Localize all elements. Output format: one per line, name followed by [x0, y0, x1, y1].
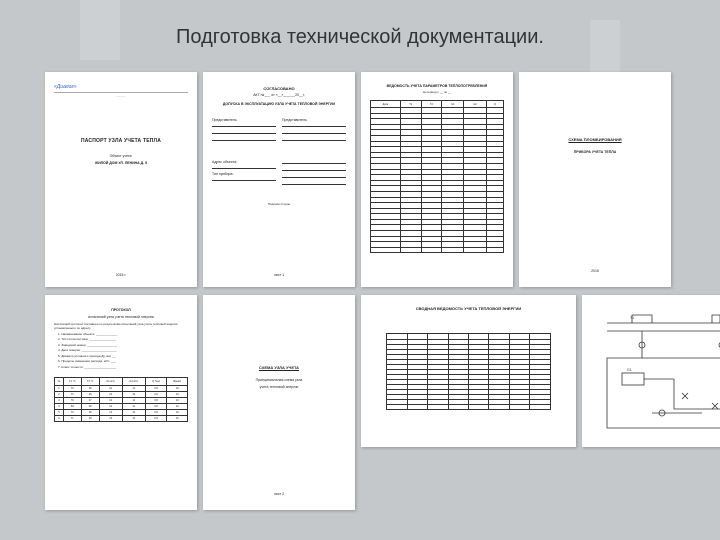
doc-thumb-7: СВОДНАЯ ВЕДОМОСТЬ УЧЕТА ТЕПЛОВОЙ ЭНЕРГИИ — [361, 295, 576, 447]
doc-thumb-8: Т1 Т2 G1 G2 — [582, 295, 720, 447]
doc7-table — [386, 333, 550, 410]
doc1-logo: «Диалог» — [54, 84, 188, 90]
doc-thumb-2: СОГЛАСОВАНО АКТ №___ от «__»______20__г.… — [203, 72, 355, 287]
doc1-line1: Объект учета: — [54, 154, 188, 158]
doc1-main-title: ПАСПОРТ УЗЛА УЧЕТА ТЕПЛА — [54, 138, 188, 144]
svg-text:Т1: Т1 — [630, 316, 634, 320]
doc1-sub: ——— — [54, 94, 188, 98]
doc-thumb-5: ПРОТОКОЛ испытаний узла учета тепловой э… — [45, 295, 197, 510]
doc-thumb-4: СХЕМА ПЛОМБИРОВАНИЯ ПРИБОРА УЧЕТА ТЕПЛА … — [519, 72, 671, 287]
doc5-table: №Т1 °CТ2 °CG1 м³/чG2 м³/чQ ГкалВремя 170… — [54, 377, 188, 422]
slide-title: Подготовка технической документации. — [0, 26, 720, 49]
doc2-head1: СОГЛАСОВАНО — [212, 86, 346, 91]
thumbnails-row-1: «Диалог» ——— ПАСПОРТ УЗЛА УЧЕТА ТЕПЛА Об… — [45, 72, 671, 287]
doc3-table: ДатаТ1Т2G1G2Q — [370, 100, 504, 253]
doc1-footer: 2015 г. — [45, 273, 197, 277]
doc2-head3: ДОПУСКА В ЭКСПЛУАТАЦИЮ УЗЛА УЧЕТА ТЕПЛОВ… — [212, 102, 346, 106]
doc1-line2: ЖИЛОЙ ДОМ УЛ. ЛЕНИНА Д. 5 — [54, 161, 188, 165]
doc8-schematic: Т1 Т2 G1 G2 — [592, 303, 720, 439]
doc-thumb-1: «Диалог» ——— ПАСПОРТ УЗЛА УЧЕТА ТЕПЛА Об… — [45, 72, 197, 287]
doc2-head2: АКТ №___ от «__»______20__г. — [212, 93, 346, 97]
svg-text:G1: G1 — [627, 368, 632, 372]
doc-thumb-3: ВЕДОМОСТЬ УЧЕТА ПАРАМЕТРОВ ТЕПЛОПОТРЕБЛЕ… — [361, 72, 513, 287]
doc-thumb-6: СХЕМА УЗЛА УЧЕТА Принципиальная схема уз… — [203, 295, 355, 510]
thumbnails-row-2: ПРОТОКОЛ испытаний узла учета тепловой э… — [45, 295, 720, 510]
